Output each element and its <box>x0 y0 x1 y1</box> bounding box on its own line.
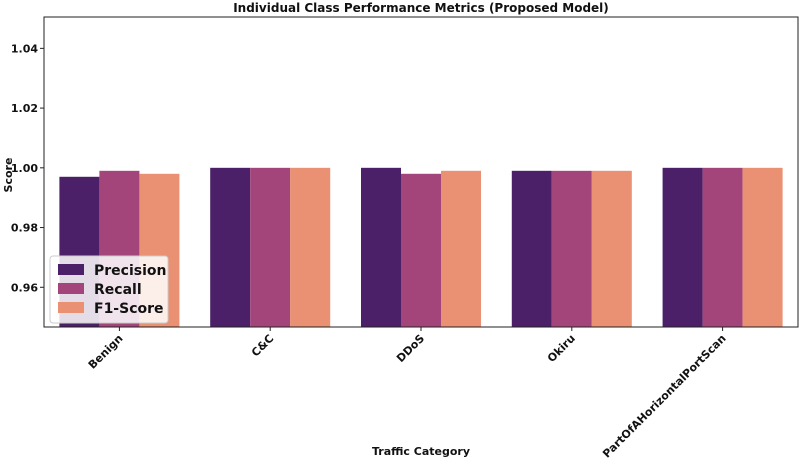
bar-recall-1 <box>250 167 291 327</box>
y-tick-label: 0.98 <box>11 222 38 235</box>
bar-precision-1 <box>210 167 251 327</box>
bar-recall-2 <box>401 173 442 327</box>
x-axis: Benign C&C DDoS Okiru PartOfAHorizontalPortS… <box>86 327 729 460</box>
y-tick-label: 1.02 <box>11 102 38 115</box>
x-tick-label: Okiru <box>545 332 578 365</box>
bar-f1-score-2 <box>441 170 482 327</box>
legend-label-precision: Precision <box>94 263 166 279</box>
y-axis-label: Score <box>2 158 15 193</box>
x-tick-label: Benign <box>86 332 126 372</box>
bar-f1-score-1 <box>290 167 331 327</box>
legend-label-f1-score: F1-Score <box>94 301 164 317</box>
y-tick-label: 1.00 <box>11 162 38 175</box>
plot-area <box>43 16 799 328</box>
legend-swatch-precision <box>58 264 84 275</box>
bar-precision-2 <box>360 167 401 327</box>
y-tick-label: 0.96 <box>11 281 38 294</box>
chart-title: Individual Class Performance Metrics (Pr… <box>233 1 609 15</box>
legend-label-recall: Recall <box>94 282 142 298</box>
x-axis-label: Traffic Category <box>372 445 470 458</box>
bar-f1-score-4 <box>742 167 783 327</box>
x-tick-label: PartOfAHorizontalPortScan <box>600 332 729 460</box>
legend: Precision Recall F1-Score <box>49 255 169 324</box>
y-tick-label: 1.04 <box>11 42 38 55</box>
bar-f1-score-3 <box>591 170 632 327</box>
x-tick-label: C&C <box>249 332 276 359</box>
bar-recall-4 <box>702 167 743 327</box>
bar-precision-4 <box>662 167 703 327</box>
y-axis: 0.96 0.98 1.00 1.02 1.04 <box>11 42 44 294</box>
legend-swatch-recall <box>58 283 84 294</box>
bar-recall-3 <box>551 170 592 327</box>
legend-swatch-f1-score <box>58 302 84 313</box>
bar-precision-3 <box>511 170 552 327</box>
x-tick-label: DDoS <box>394 332 427 365</box>
